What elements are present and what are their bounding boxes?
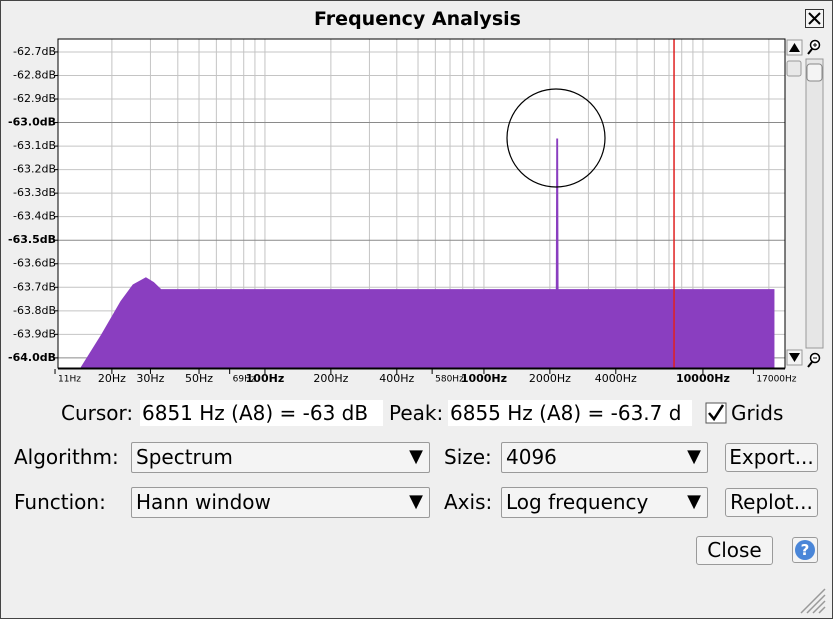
resize-grip[interactable] bbox=[797, 585, 827, 615]
export-button[interactable]: Export... bbox=[725, 443, 818, 472]
arrow: ▼ bbox=[409, 491, 423, 512]
y-tick-label: -63.3dB bbox=[13, 186, 56, 199]
algorithm-value: Spectrum bbox=[136, 445, 233, 469]
arrow: ▼ bbox=[687, 491, 701, 512]
y-tick-label: -62.7dB bbox=[13, 45, 56, 58]
y-tick-label: -63.2dB bbox=[13, 163, 56, 176]
axis-combo[interactable]: Log frequency ▼ bbox=[501, 487, 708, 518]
x-tick-label: 4000Hz bbox=[595, 372, 637, 385]
y-tick-label: -62.9dB bbox=[13, 92, 56, 105]
axis-label: Axis: bbox=[444, 490, 493, 514]
arrow: ▼ bbox=[687, 446, 701, 467]
plot-frame bbox=[57, 38, 786, 369]
cursor-field: 6851 Hz (A8) = -63 dB bbox=[140, 400, 383, 426]
peak-circle bbox=[506, 88, 606, 188]
x-tick-label: 1000Hz bbox=[461, 372, 507, 385]
cursor-label: Cursor: bbox=[61, 401, 134, 425]
replot-button[interactable]: Replot... bbox=[725, 488, 818, 517]
function-value: Hann window bbox=[136, 490, 271, 514]
x-tick-label: 400Hz bbox=[379, 372, 414, 385]
axis-value: Log frequency bbox=[506, 490, 649, 514]
peak-label: Peak: bbox=[389, 401, 444, 425]
x-tick-label: 30Hz bbox=[136, 372, 164, 385]
dialog-title: Frequency Analysis bbox=[314, 8, 521, 30]
x-tick-label: 20Hz bbox=[98, 372, 126, 385]
arrow: ▼ bbox=[409, 446, 423, 467]
size-label: Size: bbox=[444, 445, 492, 469]
y-tick-label: -63.7dB bbox=[13, 280, 56, 293]
y-tick-label: -64.0dB bbox=[8, 351, 56, 364]
help-icon: ? bbox=[795, 540, 815, 560]
y-tick-label: -62.8dB bbox=[13, 68, 56, 81]
spectrum-area bbox=[80, 138, 775, 369]
y-tick-label: -63.1dB bbox=[13, 139, 56, 152]
x-tick-label: 580Hz bbox=[435, 375, 464, 385]
x-tick-label: 69Hz bbox=[233, 375, 256, 385]
size-combo[interactable]: 4096 ▼ bbox=[501, 442, 708, 473]
y-tick-label: -63.8dB bbox=[13, 304, 56, 317]
y-tick-label: -63.5dB bbox=[8, 233, 56, 246]
spectrum-plot: -62.7dB -62.8dB -62.9dB -63.0dB -63.1dB -63.2… bbox=[8, 38, 797, 385]
grids-label: Grids bbox=[731, 401, 784, 425]
x-tick-label: 2000Hz bbox=[529, 372, 571, 385]
close-x[interactable] bbox=[805, 9, 825, 29]
x-tick-label: 50Hz bbox=[185, 372, 213, 385]
algorithm-combo[interactable]: Spectrum ▼ bbox=[131, 442, 430, 473]
y-tick-label: -63.9dB bbox=[13, 327, 56, 340]
x-tick-label: 200Hz bbox=[313, 372, 348, 385]
algorithm-label: Algorithm: bbox=[14, 445, 119, 469]
function-label: Function: bbox=[14, 490, 106, 514]
x-tick-label: 11Hz bbox=[58, 375, 81, 385]
grids-checkbox[interactable] bbox=[705, 402, 727, 424]
check-mark bbox=[708, 404, 725, 422]
y-tick-label: -63.4dB bbox=[13, 210, 56, 223]
close-button[interactable]: Close bbox=[696, 536, 773, 565]
size-value: 4096 bbox=[506, 445, 557, 469]
function-combo[interactable]: Hann window ▼ bbox=[131, 487, 430, 518]
x-tick-label: 10000Hz bbox=[676, 372, 730, 385]
y-tick-label: -63.6dB bbox=[13, 257, 56, 270]
x-tick-label: 17000Hz bbox=[756, 375, 796, 385]
y-tick-label: -63.0dB bbox=[8, 116, 56, 129]
zoom-controls[interactable] bbox=[785, 37, 833, 373]
x-tick-label: 100Hz bbox=[246, 372, 285, 385]
help-button[interactable]: ? bbox=[792, 537, 818, 563]
peak-field: 6855 Hz (A8) = -63.7 d bbox=[448, 400, 692, 426]
